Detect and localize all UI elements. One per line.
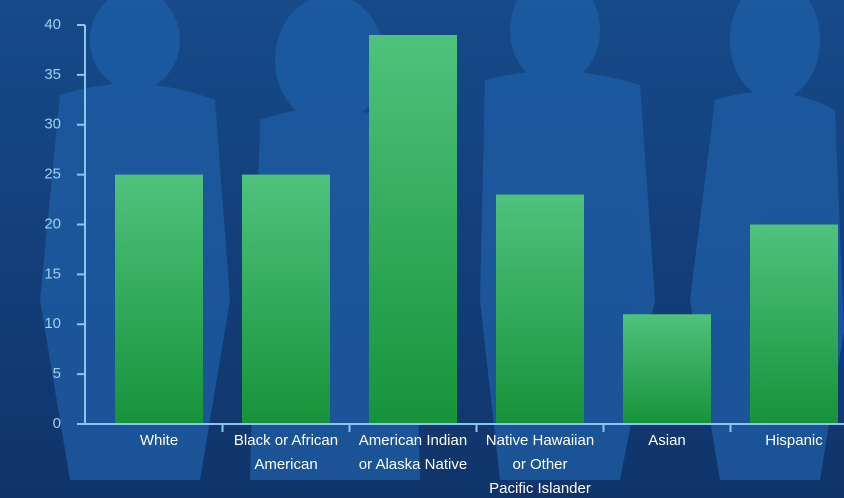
y-tick-label: 15 <box>44 265 61 282</box>
y-tick-label: 20 <box>44 215 61 232</box>
x-tick-label-line: American <box>254 456 317 473</box>
x-tick-label-line: or Other <box>512 456 567 473</box>
y-tick-label: 40 <box>44 16 61 33</box>
x-tick-label: White <box>140 432 178 449</box>
y-tick-label: 30 <box>44 116 61 133</box>
x-tick-label-line: or Alaska Native <box>359 456 467 473</box>
bar <box>242 174 330 424</box>
x-tick-label: Hispanic <box>765 432 823 449</box>
x-tick-label-line: White <box>140 432 178 449</box>
x-tick-label: Asian <box>648 432 686 449</box>
y-tick-label: 0 <box>53 415 61 432</box>
bar <box>750 224 838 424</box>
x-tick-label-line: Black or African <box>234 432 338 449</box>
bar <box>115 174 203 424</box>
y-tick-label: 10 <box>44 315 61 332</box>
x-tick-label-line: Pacific Islander <box>489 480 591 497</box>
x-tick-label: Black or African American <box>234 432 338 473</box>
y-tick-label: 5 <box>53 365 61 382</box>
bar <box>623 314 711 424</box>
x-tick-label-line: Native Hawaiian <box>486 432 594 449</box>
y-tick-label: 25 <box>44 166 61 183</box>
x-tick-label-line: Hispanic <box>765 432 823 449</box>
bar <box>369 34 457 424</box>
x-tick-label-line: American Indian <box>359 432 467 449</box>
x-tick-label: American Indian or Alaska Native <box>359 432 467 473</box>
x-tick-label-line: Asian <box>648 432 686 449</box>
y-tick-label: 35 <box>44 66 61 83</box>
bar <box>496 194 584 424</box>
x-tick-label: Native Hawaiian or Other Pacific Islander <box>486 432 594 497</box>
